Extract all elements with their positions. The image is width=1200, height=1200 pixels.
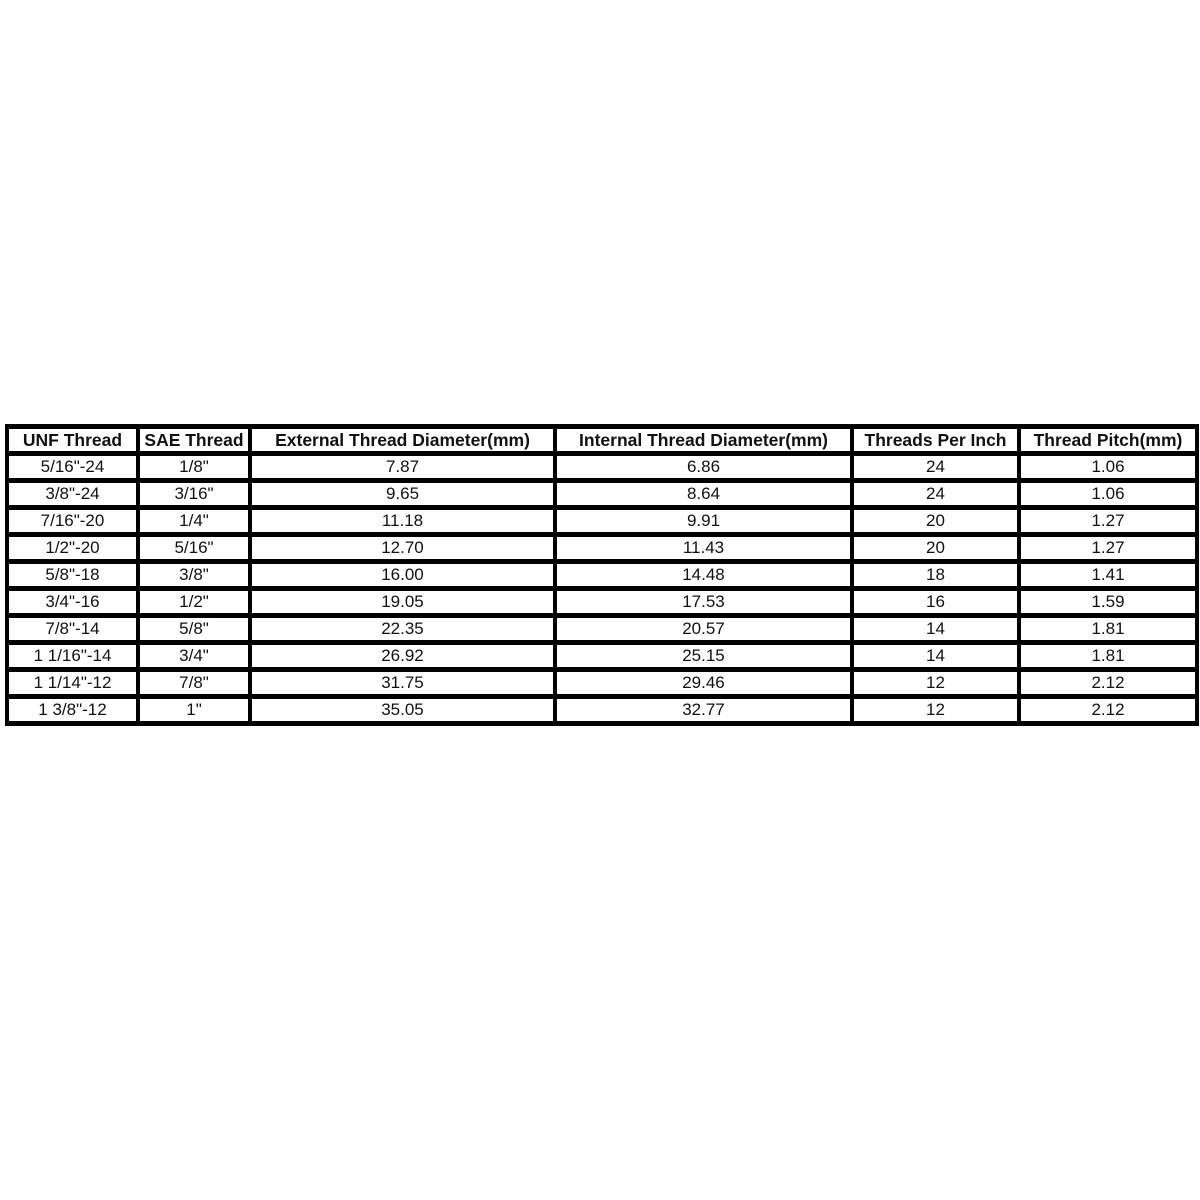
table-row: 7/8"-14 5/8" 22.35 20.57 14 1.81 [5, 613, 1199, 645]
table-cell-thread-pitch: 2.12 [1017, 694, 1199, 726]
column-header-unf-thread: UNF Thread [5, 424, 140, 456]
table-cell-internal-diameter: 9.91 [553, 505, 854, 537]
table-cell-thread-pitch: 1.59 [1017, 586, 1199, 618]
column-header-threads-per-inch: Threads Per Inch [850, 424, 1021, 456]
table-header-row: UNF Thread SAE Thread External Thread Di… [5, 424, 1199, 456]
table-cell-sae: 1/8" [136, 451, 252, 483]
table-cell-sae: 5/8" [136, 613, 252, 645]
table-row: 5/16"-24 1/8" 7.87 6.86 24 1.06 [5, 451, 1199, 483]
table-cell-thread-pitch: 1.81 [1017, 640, 1199, 672]
table-cell-sae: 1/2" [136, 586, 252, 618]
table-row: 5/8"-18 3/8" 16.00 14.48 18 1.41 [5, 559, 1199, 591]
table-cell-unf: 1 1/14"-12 [5, 667, 140, 699]
table-cell-threads-per-inch: 18 [850, 559, 1021, 591]
table-cell-threads-per-inch: 24 [850, 478, 1021, 510]
column-header-external-diameter: External Thread Diameter(mm) [248, 424, 557, 456]
table-row: 1 3/8"-12 1" 35.05 32.77 12 2.12 [5, 694, 1199, 726]
table-cell-unf: 7/16"-20 [5, 505, 140, 537]
table-cell-thread-pitch: 1.41 [1017, 559, 1199, 591]
table-cell-external-diameter: 26.92 [248, 640, 557, 672]
table-cell-thread-pitch: 1.06 [1017, 478, 1199, 510]
table-cell-internal-diameter: 32.77 [553, 694, 854, 726]
table-cell-thread-pitch: 2.12 [1017, 667, 1199, 699]
table-cell-external-diameter: 9.65 [248, 478, 557, 510]
table-cell-internal-diameter: 6.86 [553, 451, 854, 483]
table-row: 3/4"-16 1/2" 19.05 17.53 16 1.59 [5, 586, 1199, 618]
table-cell-threads-per-inch: 14 [850, 613, 1021, 645]
table-cell-sae: 7/8" [136, 667, 252, 699]
table-cell-threads-per-inch: 16 [850, 586, 1021, 618]
table-cell-unf: 1 3/8"-12 [5, 694, 140, 726]
table-cell-unf: 1/2"-20 [5, 532, 140, 564]
table-cell-sae: 1/4" [136, 505, 252, 537]
table-cell-thread-pitch: 1.06 [1017, 451, 1199, 483]
table-cell-external-diameter: 35.05 [248, 694, 557, 726]
column-header-thread-pitch: Thread Pitch(mm) [1017, 424, 1199, 456]
column-header-internal-diameter: Internal Thread Diameter(mm) [553, 424, 854, 456]
table-cell-external-diameter: 31.75 [248, 667, 557, 699]
table-cell-threads-per-inch: 12 [850, 667, 1021, 699]
table-cell-internal-diameter: 29.46 [553, 667, 854, 699]
table-cell-internal-diameter: 20.57 [553, 613, 854, 645]
table-cell-external-diameter: 16.00 [248, 559, 557, 591]
table-cell-unf: 5/16"-24 [5, 451, 140, 483]
table-row: 7/16"-20 1/4" 11.18 9.91 20 1.27 [5, 505, 1199, 537]
table-cell-threads-per-inch: 20 [850, 505, 1021, 537]
table-cell-threads-per-inch: 12 [850, 694, 1021, 726]
table-cell-unf: 5/8"-18 [5, 559, 140, 591]
table-cell-internal-diameter: 8.64 [553, 478, 854, 510]
table-row: 1/2"-20 5/16" 12.70 11.43 20 1.27 [5, 532, 1199, 564]
table-body: 5/16"-24 1/8" 7.87 6.86 24 1.06 3/8"-24 … [5, 451, 1199, 726]
table-cell-sae: 5/16" [136, 532, 252, 564]
table-cell-sae: 3/4" [136, 640, 252, 672]
table-row: 1 1/16"-14 3/4" 26.92 25.15 14 1.81 [5, 640, 1199, 672]
table-cell-external-diameter: 22.35 [248, 613, 557, 645]
table-cell-external-diameter: 19.05 [248, 586, 557, 618]
table-cell-internal-diameter: 11.43 [553, 532, 854, 564]
table-cell-internal-diameter: 14.48 [553, 559, 854, 591]
table-row: 3/8"-24 3/16" 9.65 8.64 24 1.06 [5, 478, 1199, 510]
table-cell-internal-diameter: 17.53 [553, 586, 854, 618]
table-cell-threads-per-inch: 14 [850, 640, 1021, 672]
table-cell-thread-pitch: 1.27 [1017, 532, 1199, 564]
table-row: 1 1/14"-12 7/8" 31.75 29.46 12 2.12 [5, 667, 1199, 699]
table-cell-thread-pitch: 1.27 [1017, 505, 1199, 537]
table-cell-unf: 3/4"-16 [5, 586, 140, 618]
table-cell-threads-per-inch: 20 [850, 532, 1021, 564]
thread-spec-table: UNF Thread SAE Thread External Thread Di… [5, 424, 1199, 726]
table-cell-unf: 7/8"-14 [5, 613, 140, 645]
table-cell-sae: 3/16" [136, 478, 252, 510]
column-header-sae-thread: SAE Thread [136, 424, 252, 456]
table-cell-external-diameter: 12.70 [248, 532, 557, 564]
table-cell-unf: 3/8"-24 [5, 478, 140, 510]
thread-spec-table-container: UNF Thread SAE Thread External Thread Di… [5, 424, 1199, 726]
table-cell-unf: 1 1/16"-14 [5, 640, 140, 672]
table-cell-thread-pitch: 1.81 [1017, 613, 1199, 645]
table-cell-internal-diameter: 25.15 [553, 640, 854, 672]
table-cell-threads-per-inch: 24 [850, 451, 1021, 483]
table-cell-sae: 3/8" [136, 559, 252, 591]
table-cell-sae: 1" [136, 694, 252, 726]
table-cell-external-diameter: 11.18 [248, 505, 557, 537]
table-cell-external-diameter: 7.87 [248, 451, 557, 483]
